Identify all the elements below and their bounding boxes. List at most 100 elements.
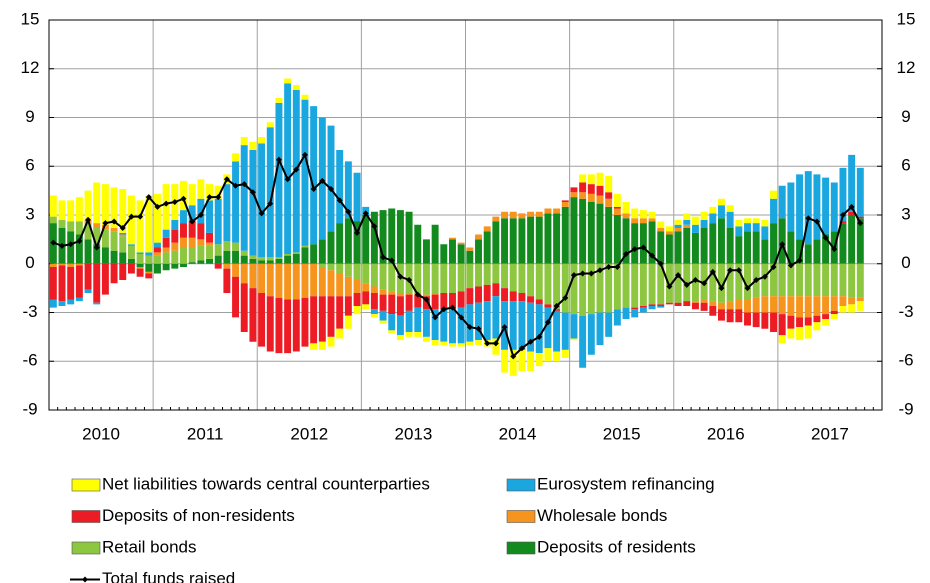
bar-segment: [180, 180, 187, 211]
bar-segment: [188, 262, 196, 264]
y2-tick-label: -9: [898, 399, 913, 418]
bar-segment: [665, 231, 673, 235]
bar-segment: [431, 293, 439, 295]
bar-segment: [796, 263, 804, 297]
bar-segment: [475, 263, 482, 287]
line-marker: [206, 194, 213, 201]
bar-segment: [770, 296, 778, 313]
bar-segment: [726, 205, 734, 212]
bar-segment: [119, 252, 127, 264]
bar-segment: [370, 293, 378, 310]
bar-segment: [370, 211, 378, 264]
bar-segment: [414, 307, 422, 332]
bar-segment: [396, 210, 404, 264]
bar-segment: [744, 223, 751, 232]
bar-segment: [735, 226, 743, 237]
bar-segment: [49, 263, 57, 267]
bar-segment: [67, 200, 75, 222]
bar-segment: [657, 263, 665, 305]
line-marker: [215, 194, 222, 201]
legend-swatch: [506, 541, 536, 555]
bar-segment: [362, 283, 370, 292]
bar-segment: [370, 314, 378, 318]
bar-segment: [414, 332, 422, 337]
bar-segment: [232, 161, 240, 243]
bar-segment: [101, 263, 109, 295]
bar-segment: [405, 332, 413, 337]
bar-segment: [804, 296, 812, 318]
bar-segment: [613, 206, 621, 209]
bar-segment: [153, 242, 161, 248]
bar-segment: [127, 245, 135, 259]
bar-segment: [136, 254, 144, 264]
bar-segment: [396, 296, 404, 316]
y2-tick-label: 12: [897, 58, 916, 77]
bar-segment: [475, 340, 482, 345]
line-marker: [657, 260, 664, 267]
bar-segment: [587, 184, 595, 194]
bar-segment: [726, 309, 734, 323]
line-marker: [249, 189, 256, 196]
bar-segment: [240, 137, 248, 146]
bar-segment: [110, 228, 118, 232]
bar-segment: [509, 301, 517, 350]
bar-segment: [787, 182, 795, 232]
bar-segment: [292, 85, 300, 90]
bar-segment: [292, 254, 300, 264]
bar-segment: [856, 297, 864, 302]
line-marker: [544, 319, 551, 326]
bar-segment: [561, 263, 569, 313]
bar-segment: [162, 237, 170, 248]
bar-segment: [414, 263, 422, 293]
bar-segment: [301, 297, 309, 347]
bar-segment: [336, 273, 344, 297]
bar-segment: [744, 218, 751, 224]
bar-segment: [119, 263, 127, 280]
legend-marker: [82, 576, 88, 583]
bar-segment: [266, 296, 274, 352]
bar-segment: [58, 301, 66, 306]
bar-segment: [266, 263, 274, 297]
bar-segment: [162, 263, 170, 271]
bar-segment: [440, 263, 448, 293]
bar-segment: [188, 237, 196, 248]
bar-segment: [197, 223, 205, 240]
bar-segment: [596, 263, 604, 313]
bar-segment: [691, 232, 699, 264]
bar-segment: [258, 260, 266, 264]
bar-segment: [822, 263, 830, 297]
bar-segment: [206, 184, 213, 201]
bar-segment: [327, 263, 335, 271]
bar-segment: [379, 320, 387, 324]
bar-segment: [492, 296, 500, 339]
bar-segment: [153, 263, 161, 274]
bar-segment: [457, 307, 465, 344]
line-marker: [275, 156, 282, 163]
line-marker: [50, 239, 57, 246]
plot-frame: [48, 19, 883, 411]
bar-segment: [449, 293, 456, 310]
bar-segment: [561, 202, 569, 207]
line-marker: [536, 333, 543, 340]
bar-segment: [153, 247, 161, 253]
bar-segment: [605, 176, 613, 193]
bar-segment: [93, 223, 101, 228]
bar-segment: [778, 314, 786, 336]
line-marker: [432, 314, 439, 321]
bar-segment: [136, 252, 144, 254]
bar-segment: [145, 252, 153, 256]
line-marker: [466, 324, 473, 331]
bar-segment: [188, 184, 196, 206]
bar-segment: [475, 286, 482, 303]
bar-segment: [709, 306, 717, 316]
bar-segment: [336, 223, 344, 264]
bar-segment: [284, 78, 292, 84]
bar-segment: [622, 307, 630, 319]
bar-segment: [718, 302, 725, 310]
bar-segment: [796, 174, 804, 240]
bar-segment: [405, 294, 413, 311]
legend-label: Deposits of residents: [537, 537, 696, 556]
bar-segment: [449, 237, 456, 240]
bar-segment: [796, 296, 804, 318]
